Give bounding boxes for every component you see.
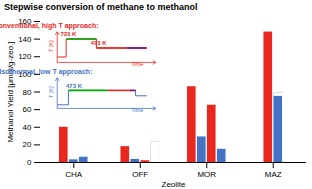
svg-text:Time: Time — [131, 107, 143, 113]
svg-text:Isothermal, low T approach:: Isothermal, low T approach: — [0, 68, 92, 76]
svg-text:T [K]: T [K] — [48, 86, 54, 98]
svg-text:40: 40 — [23, 123, 32, 132]
svg-text:140: 140 — [18, 35, 32, 44]
svg-text:OFF: OFF — [132, 170, 148, 179]
svg-text:120: 120 — [18, 52, 32, 61]
svg-text:20: 20 — [23, 140, 32, 149]
svg-text:0: 0 — [27, 158, 32, 167]
svg-text:Conventional, high T approach:: Conventional, high T approach: — [0, 22, 99, 30]
svg-text:473 K: 473 K — [91, 40, 108, 46]
svg-text:473 K: 473 K — [66, 83, 83, 89]
svg-text:723 K: 723 K — [60, 31, 77, 37]
svg-text:Time: Time — [131, 61, 143, 67]
svg-text:T [K]: T [K] — [48, 40, 54, 52]
svg-text:MOR: MOR — [197, 170, 216, 179]
svg-text:80: 80 — [23, 88, 32, 97]
svg-text:Methanol Yield [μmol/g-zeo.]: Methanol Yield [μmol/g-zeo.] — [6, 41, 15, 142]
svg-text:MAZ: MAZ — [265, 170, 282, 179]
svg-text:Zeolite: Zeolite — [161, 180, 186, 189]
html-text:Stepwise conversion of methane: Stepwise conversion of methane to methan… — [4, 2, 198, 12]
svg-text:60: 60 — [23, 105, 32, 114]
svg-text:CHA: CHA — [65, 170, 83, 179]
